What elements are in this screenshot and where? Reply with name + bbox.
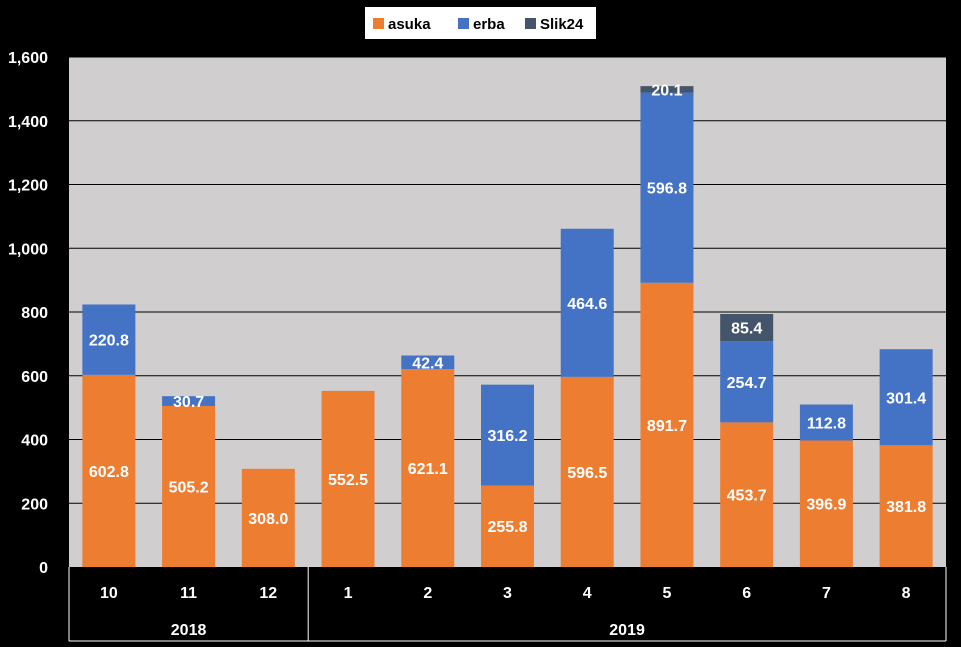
bar-segment-asuka [720,422,774,567]
legend-swatch-erba [458,18,469,29]
data-label: 596.5 [567,465,607,482]
legend-swatch-asuka [373,18,384,29]
bar-segment-erba [640,92,694,283]
y-tick-label: 0 [39,560,48,577]
bar-segment-asuka [401,369,455,567]
x-tick-label: 10 [100,585,118,602]
legend-label: erba [473,16,505,33]
legend-swatch-slik24 [525,18,536,29]
data-label: 453.7 [727,488,767,505]
data-label: 42.4 [412,355,443,372]
legend: asuka erba Slik24 [365,7,596,39]
data-label: 505.2 [169,479,209,496]
x-tick-label: 12 [259,585,277,602]
data-label: 602.8 [89,464,129,481]
data-label: 891.7 [647,418,687,435]
data-label: 464.6 [567,296,607,313]
x-tick-label: 6 [742,585,751,602]
y-tick-label: 800 [21,305,48,322]
x-tick-label: 2 [423,585,432,602]
bar-segment-erba [879,349,933,446]
bar-segment-slik24 [640,86,694,93]
y-axis-tick-labels: 0 200 400 600 800 1,000 1,200 1,400 1,600 [8,50,48,577]
data-label: 381.8 [886,499,926,516]
y-tick-label: 200 [21,496,48,513]
bar-segment-asuka [640,282,694,567]
data-label: 220.8 [89,333,129,350]
data-label: 552.5 [328,472,368,489]
bar-segment-erba [481,384,534,486]
bar-segment-slik24 [720,313,774,342]
data-label: 596.8 [647,181,687,198]
legend-box [365,7,596,39]
y-tick-label: 1,400 [8,114,48,131]
bar-segment-asuka [879,445,933,567]
y-tick-label: 600 [21,369,48,386]
data-label: 396.9 [806,497,846,514]
bar-segment-asuka [241,468,295,567]
bar-segment-asuka [162,405,216,567]
x-group-label: 2018 [171,622,207,639]
bars [82,86,933,567]
legend-label: Slik24 [540,16,584,33]
x-tick-label: 1 [344,585,353,602]
bar-segment-asuka [560,376,614,567]
bar-segment-asuka [799,440,853,567]
y-tick-label: 1,200 [8,178,48,195]
data-label: 308.0 [248,511,288,528]
bar-segment-erba [560,228,614,377]
y-tick-label: 1,000 [8,241,48,258]
x-tick-label: 5 [663,585,672,602]
data-label: 20.1 [651,82,682,99]
x-tick-label: 8 [902,585,911,602]
bar-segment-erba [162,396,216,406]
gridlines [69,56,946,504]
x-tick-label: 11 [180,585,197,602]
bar-segment-erba [82,304,136,375]
x-tick-label: 3 [503,585,512,602]
y-tick-label: 1,600 [8,50,48,67]
y-tick-label: 400 [21,433,48,450]
data-label: 316.2 [487,428,527,445]
bar-segment-asuka [481,485,534,567]
x-tick-label: 7 [822,585,831,602]
x-tick-label: 4 [583,585,592,602]
data-label: 30.7 [173,394,204,411]
data-label: 85.4 [731,321,762,338]
legend-label: asuka [388,16,431,33]
data-label: 255.8 [487,519,527,536]
data-label: 301.4 [886,390,926,407]
bar-segment-asuka [321,390,375,567]
bar-segment-asuka [82,374,136,567]
bar-segment-erba [720,341,774,423]
data-label: 621.1 [408,461,448,478]
bar-segment-erba [799,404,853,441]
data-label: 112.8 [807,416,846,433]
x-group-label: 2019 [609,622,645,639]
data-labels: 602.8 220.8 505.2 30.7 308.0 552.5 621.1 42.4 25… [89,82,926,536]
data-label: 254.7 [727,375,767,392]
bar-segment-erba [401,355,455,370]
